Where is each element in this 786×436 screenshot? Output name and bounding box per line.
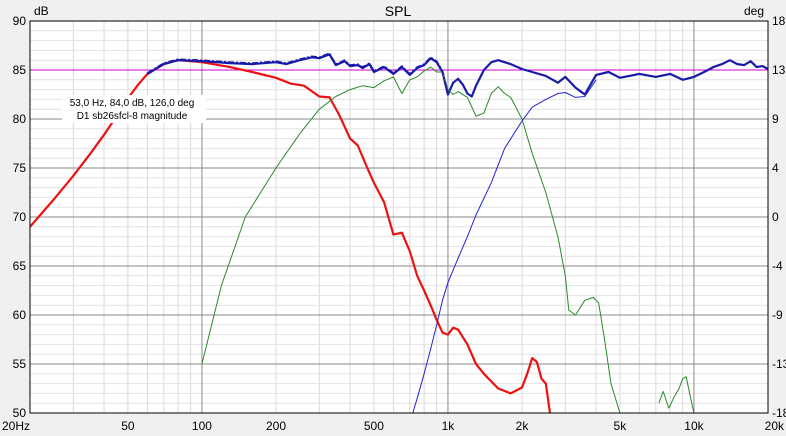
y-tick-label: 50 <box>13 406 27 420</box>
x-tick-label: 100 <box>192 419 212 433</box>
x-tick-label: 5k <box>614 419 628 433</box>
plot-border <box>29 20 769 414</box>
x-tick-label: 50 <box>121 419 135 433</box>
y-tick-label: 70 <box>13 210 27 224</box>
series-line-4 <box>658 376 695 413</box>
series-line-2-dashdot <box>146 52 449 94</box>
y-tick-label: 75 <box>13 161 27 175</box>
x-tick-label: 2k <box>516 419 530 433</box>
y2-tick-label: 9 <box>772 112 779 126</box>
annotation-line-2: D1 sb26sfcl-8 magnitude <box>77 111 188 122</box>
x-tick-label: 10k <box>684 419 704 433</box>
y2-tick-label: 18 <box>772 14 786 28</box>
series-line-5 <box>436 79 597 325</box>
y-tick-label: 90 <box>13 14 27 28</box>
y2-tick-label: -18 <box>772 406 786 420</box>
y-axis-label: dB <box>34 4 49 18</box>
series-line-3 <box>201 66 621 413</box>
x-tick-label: 1k <box>442 419 456 433</box>
y2-axis-ticks: -18 -13 -9 -4 0 4 9 13 18 <box>772 14 786 420</box>
x-tick-label: 20k <box>765 419 785 433</box>
x-axis-ticks: 20Hz 50 100 200 500 1k 2k 5k 10k 20k <box>2 419 785 433</box>
x-tick-label: 200 <box>266 419 286 433</box>
x-tick-label: 500 <box>364 419 384 433</box>
annotation-line-1: 53,0 Hz, 84,0 dB, 126,0 deg <box>70 98 195 109</box>
annotation-box <box>62 95 206 123</box>
series-line-6 <box>412 324 438 413</box>
y2-tick-label: -9 <box>772 308 783 322</box>
series-layer <box>30 52 768 413</box>
x-tick-label: 20Hz <box>2 419 30 433</box>
y-tick-label: 65 <box>13 259 27 273</box>
y-tick-label: 60 <box>13 308 27 322</box>
y2-axis-label: deg <box>744 4 764 18</box>
y-axis-ticks: 50 55 60 65 70 75 80 85 90 <box>13 14 27 420</box>
y2-tick-label: -13 <box>772 357 786 371</box>
series-line-2 <box>146 53 768 98</box>
chart-title: SPL <box>385 3 412 19</box>
y2-tick-label: 0 <box>772 210 779 224</box>
y-tick-label: 80 <box>13 112 27 126</box>
y-tick-label: 85 <box>13 63 27 77</box>
y2-tick-label: -4 <box>772 259 783 273</box>
y-tick-label: 55 <box>13 357 27 371</box>
y2-tick-label: 4 <box>772 161 779 175</box>
y2-tick-label: 13 <box>772 63 786 77</box>
